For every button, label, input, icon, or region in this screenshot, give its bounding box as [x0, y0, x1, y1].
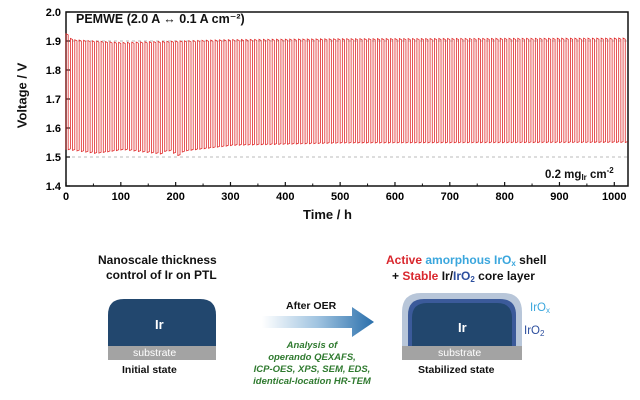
x-axis-label: Time / h — [303, 207, 352, 222]
after-oer-arrow — [262, 307, 374, 337]
x-tick-label: 600 — [386, 191, 404, 203]
left-title-line1: Nanoscale thickness — [98, 253, 217, 267]
initial-ir-label: Ir — [155, 317, 164, 332]
right-title-line1: Active amorphous IrOx shell — [386, 253, 547, 268]
x-tick-label: 300 — [221, 191, 239, 203]
x-tick-label: 700 — [441, 191, 459, 203]
x-tick-label: 0 — [63, 191, 69, 203]
x-tick-label: 900 — [550, 191, 568, 203]
y-tick-label: 1.4 — [46, 181, 62, 193]
stabilized-substrate — [402, 346, 522, 360]
x-tick-label: 800 — [495, 191, 513, 203]
iro-x-label: IrOx — [530, 302, 550, 315]
initial-substrate-label: substrate — [133, 347, 177, 359]
x-tick-label: 200 — [166, 191, 184, 203]
y-tick-label: 1.8 — [46, 65, 61, 77]
y-tick-label: 1.5 — [46, 152, 61, 164]
y-tick-label: 1.6 — [46, 123, 61, 135]
analysis-line: Analysis of — [286, 340, 338, 351]
stabilized-ir-label: Ir — [458, 320, 467, 335]
stabilized-ir-block — [412, 303, 512, 346]
y-tick-label: 1.9 — [46, 36, 61, 48]
y-tick-label: 1.7 — [46, 94, 61, 106]
voltage-chart: 0 100 200 300 400 500 600 700 800 900 1000 1.4 1.5 1.… — [46, 7, 629, 203]
x-tick-label: 400 — [276, 191, 294, 203]
voltage-series-line — [65, 33, 628, 157]
x-tick-label: 100 — [112, 191, 130, 203]
stabilized-substrate-label: substrate — [438, 347, 482, 359]
analysis-line: operando QEXAFS, — [268, 352, 356, 363]
analysis-methods: Analysis of operando QEXAFS, ICP-OES, XP… — [230, 340, 394, 388]
chart-series — [65, 33, 628, 157]
after-oer-label: After OER — [286, 300, 337, 312]
y-tick-label: 2.0 — [46, 7, 61, 19]
chart-ticks: 0 100 200 300 400 500 600 700 800 900 1000 1.4 1.5 1.… — [46, 7, 627, 203]
initial-substrate — [108, 346, 216, 360]
analysis-line: ICP-OES, XPS, SEM, EDS, — [253, 364, 371, 375]
chart-title: PEMWE (2.0 A ↔ 0.1 A cm⁻²) — [76, 12, 245, 26]
initial-state-caption: Initial state — [122, 364, 177, 376]
initial-ir-block — [108, 299, 216, 346]
stabilized-state-caption: Stabilized state — [418, 364, 495, 376]
right-title-line2: + Stable Ir/IrO2 core layer — [392, 269, 535, 284]
left-title-line2: control of Ir on PTL — [106, 268, 217, 282]
x-tick-label: 500 — [331, 191, 349, 203]
loading-annotation: 0.2 mgIr cm-2 — [545, 166, 614, 182]
analysis-line: identical-location HR-TEM — [253, 376, 371, 387]
iro2-label: IrO2 — [524, 325, 545, 338]
x-tick-label: 1000 — [602, 191, 626, 203]
